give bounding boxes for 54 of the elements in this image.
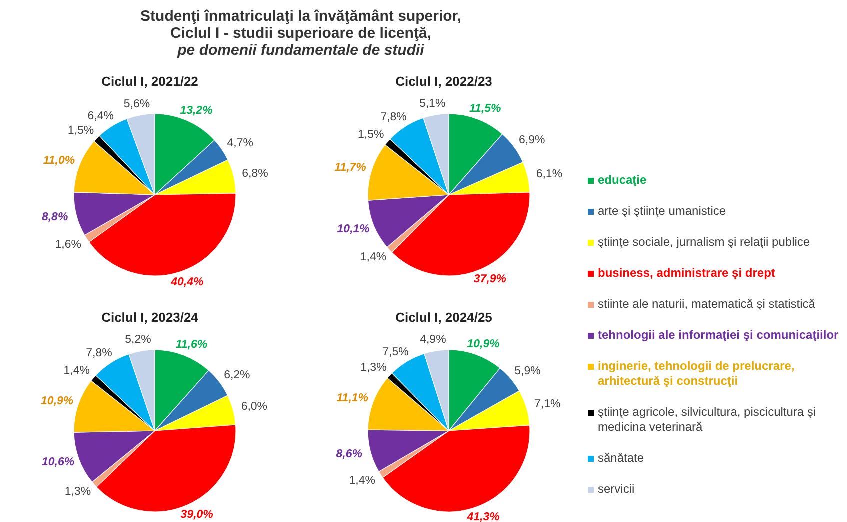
data-label: 10,9% bbox=[467, 338, 500, 350]
data-label: 5,2% bbox=[125, 334, 152, 346]
slice-label: Ciclul I, 2023/24 bbox=[102, 310, 198, 325]
data-label: 7,1% bbox=[534, 398, 561, 410]
legend-label: tehnologii ale informaţiei şi comunicaţiilor bbox=[598, 328, 839, 342]
data-label: 4,7% bbox=[227, 138, 254, 150]
data-label: 13,2% bbox=[180, 104, 213, 117]
chart-subtitle: pe domenii fundamentale de studii bbox=[178, 42, 424, 59]
data-label: 11,0% bbox=[43, 155, 76, 168]
data-label: 8,8% bbox=[42, 211, 68, 224]
data-label: 5,9% bbox=[514, 366, 541, 378]
data-label: 7,8% bbox=[380, 111, 407, 124]
slice-label: Ciclul I, 2021/22 bbox=[102, 74, 198, 89]
data-label: 11,7% bbox=[334, 162, 366, 174]
legend-label: business, administrare şi drept bbox=[598, 266, 776, 280]
data-label: 40,4% bbox=[170, 276, 204, 288]
data-label: 10,6% bbox=[42, 456, 75, 469]
data-label: 7,5% bbox=[382, 346, 409, 358]
data-label: 1,3% bbox=[64, 486, 92, 498]
data-label: 6,9% bbox=[519, 134, 546, 147]
legend-label: ştiinţe agricole, silvicultura, piscicultura şi medicina veterinară bbox=[598, 405, 816, 434]
legend-label: stiinte ale naturii, matematică şi statistică bbox=[598, 297, 816, 311]
data-label: 1,4% bbox=[360, 252, 387, 264]
data-label: 5,1% bbox=[419, 98, 446, 110]
data-label: 10,9% bbox=[41, 396, 74, 408]
data-label: 5,6% bbox=[124, 98, 150, 110]
data-label: 1,5% bbox=[68, 124, 94, 137]
data-label: 37,9% bbox=[474, 273, 507, 286]
data-label: 1,4% bbox=[64, 365, 90, 378]
slice-label: Ciclul I, 2022/23 bbox=[396, 74, 492, 89]
data-label: 10,1% bbox=[337, 224, 370, 236]
data-label: 39,0% bbox=[180, 508, 214, 521]
data-label: 6,8% bbox=[242, 168, 268, 180]
legend-label: educaţie bbox=[598, 173, 647, 187]
data-label: 6,4% bbox=[88, 110, 114, 123]
legend-label: sănătate bbox=[598, 451, 644, 465]
data-label: 7,8% bbox=[86, 348, 112, 360]
data-label: 1,6% bbox=[55, 238, 82, 251]
data-label: 8,6% bbox=[336, 448, 363, 460]
legend-label: arte şi ştiinţe umanistice bbox=[598, 204, 726, 218]
legend-label: servicii bbox=[598, 482, 635, 496]
legend-label: inginerie, tehnologii de prelucrare, arhitectură şi construcţii bbox=[598, 359, 795, 388]
data-label: 4,9% bbox=[420, 334, 446, 346]
legend-label: ştiinţe sociale, jurnalism şi relaţii publice bbox=[598, 235, 810, 249]
data-label: 11,5% bbox=[470, 102, 502, 115]
data-label: 11,6% bbox=[176, 339, 208, 352]
data-label: 6,2% bbox=[224, 370, 250, 382]
data-label: 1,5% bbox=[358, 128, 384, 141]
data-label: 1,4% bbox=[349, 474, 376, 487]
data-label: 11,1% bbox=[336, 392, 369, 404]
data-label: 6,1% bbox=[536, 168, 563, 181]
slice-label: Ciclul I, 2024/25 bbox=[396, 310, 492, 325]
data-label: 1,3% bbox=[360, 362, 387, 374]
data-label: 6,0% bbox=[241, 401, 268, 414]
